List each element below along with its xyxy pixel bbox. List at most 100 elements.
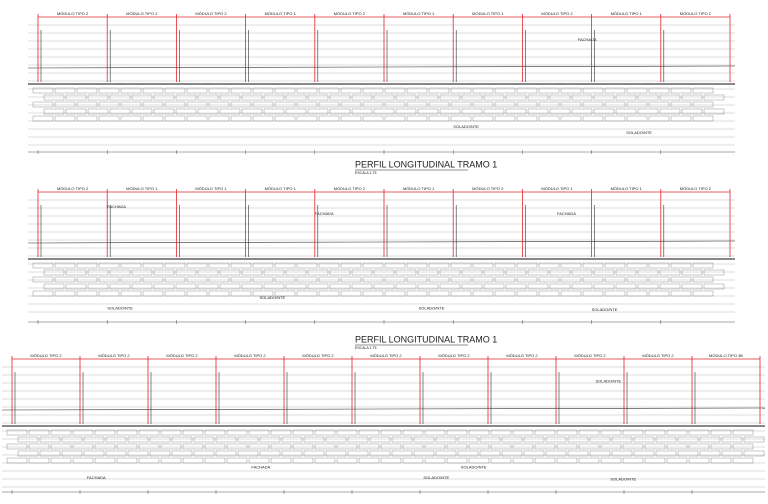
block (622, 443, 644, 450)
block (54, 262, 76, 269)
block (413, 450, 435, 457)
block (270, 429, 292, 436)
block (87, 108, 109, 115)
block (336, 443, 358, 450)
block (303, 436, 325, 443)
block (186, 87, 208, 94)
block (76, 276, 98, 283)
block (703, 94, 725, 101)
block (219, 283, 241, 290)
block (76, 87, 98, 94)
block (677, 450, 699, 457)
block (131, 269, 153, 276)
block (39, 450, 61, 457)
module-label: MÓDULO TIPO 2 (438, 353, 470, 358)
block (296, 262, 318, 269)
block (72, 457, 94, 464)
block (571, 269, 593, 276)
block (692, 101, 714, 108)
block (175, 94, 197, 101)
block (677, 436, 699, 443)
block (461, 94, 483, 101)
module-label: MÓDULO TIPO 1 (403, 11, 435, 16)
block (516, 262, 538, 269)
block (318, 101, 340, 108)
block (83, 436, 105, 443)
block (43, 108, 65, 115)
block (329, 108, 351, 115)
block (204, 429, 226, 436)
block (604, 115, 626, 122)
block (270, 457, 292, 464)
block (340, 276, 362, 283)
block (193, 436, 215, 443)
block (204, 457, 226, 464)
block (369, 436, 391, 443)
block (120, 115, 142, 122)
block (351, 108, 373, 115)
block (296, 290, 318, 297)
block (472, 115, 494, 122)
block (413, 436, 435, 443)
module-label: MÓDULO TIPO 2 (195, 11, 227, 16)
block (98, 87, 120, 94)
annotation: FACHADA (87, 475, 106, 480)
block (648, 101, 670, 108)
block (395, 283, 417, 290)
block (72, 429, 94, 436)
block (582, 276, 604, 283)
block (417, 94, 439, 101)
module-label: MÓDULO TIPO 1 (265, 186, 297, 191)
block (164, 262, 186, 269)
block (325, 450, 347, 457)
block (384, 262, 406, 269)
block (149, 436, 171, 443)
block (593, 108, 615, 115)
block (534, 457, 556, 464)
annotation: FACHADA (315, 211, 334, 216)
block (325, 436, 347, 443)
block (215, 450, 237, 457)
block (281, 450, 303, 457)
block (395, 108, 417, 115)
block (402, 457, 424, 464)
module-label: MÓDULO TIPO 1 (403, 186, 435, 191)
block (105, 450, 127, 457)
block (560, 87, 582, 94)
block (307, 283, 329, 290)
annotation: SOLADO/NTE (259, 295, 285, 300)
block (153, 94, 175, 101)
block (65, 283, 87, 290)
block (417, 269, 439, 276)
title: PERFIL LONGITUDINAL TRAMO 1 (355, 159, 497, 169)
block (604, 262, 626, 269)
block (512, 429, 534, 436)
module-label: MÓDULO TIPO 2 (126, 11, 158, 16)
module-label: MÓDULO TIPO 3B (709, 353, 743, 358)
block (490, 457, 512, 464)
block (263, 108, 285, 115)
block (670, 115, 692, 122)
block (186, 276, 208, 283)
block (417, 108, 439, 115)
block (681, 269, 703, 276)
slab-line (27, 240, 736, 244)
block (252, 115, 274, 122)
block (182, 443, 204, 450)
module-label: MÓDULO TIPO 2 (370, 353, 402, 358)
block (197, 108, 219, 115)
block (626, 115, 648, 122)
annotation: SOLADO/NTE (592, 307, 618, 312)
block (538, 87, 560, 94)
block (538, 101, 560, 108)
block (567, 436, 589, 443)
block (446, 457, 468, 464)
block (666, 443, 688, 450)
block (446, 429, 468, 436)
block (274, 115, 296, 122)
block (450, 290, 472, 297)
module-label: MÓDULO TIPO 1 (126, 186, 158, 191)
annotation: FACHADA (107, 204, 126, 209)
block (39, 436, 61, 443)
block (87, 283, 109, 290)
